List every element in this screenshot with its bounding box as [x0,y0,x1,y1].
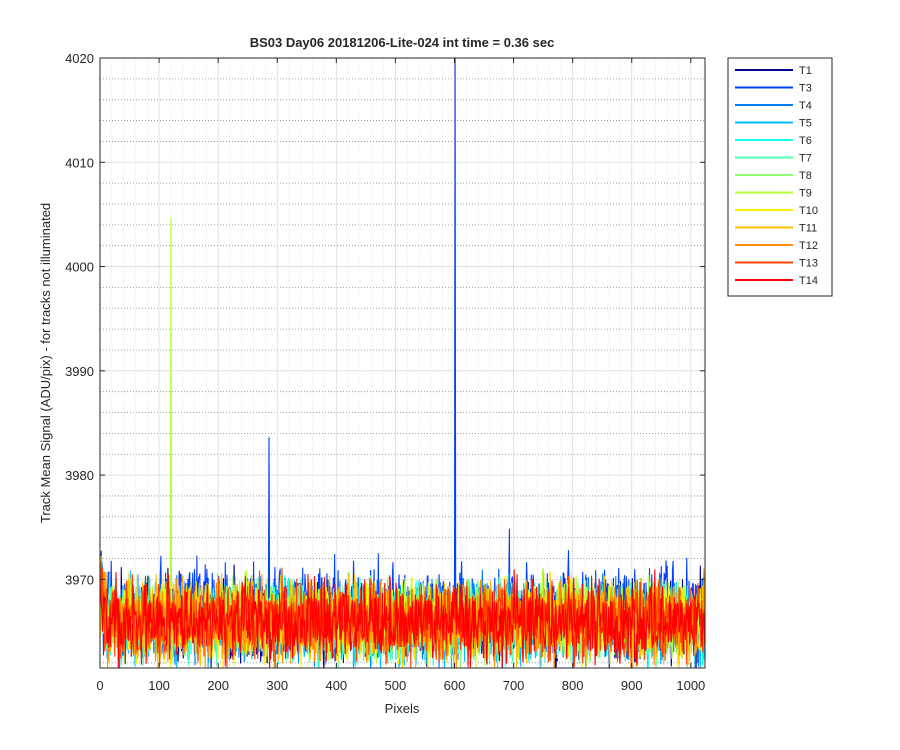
y-tick-label: 4010 [65,155,94,170]
legend-label-t5: T5 [799,118,812,130]
y-tick-label: 3990 [65,364,94,379]
x-tick-label: 700 [503,678,525,693]
legend-label-t4: T4 [799,100,812,112]
legend-box [727,57,833,297]
y-tick-label: 4020 [65,51,94,66]
legend-label-t8: T8 [799,170,812,182]
legend: T1 T3 T4 T5 T6 T7 T8 T9 T10 T11 T12 T13 T14 [727,57,833,297]
y-tick-label: 3980 [65,468,94,483]
y-axis-label: Track Mean Signal (ADU/pix) - for tracks… [38,203,53,523]
x-tick-label: 0 [96,678,103,693]
legend-label-t11: T11 [799,223,817,235]
legend-label-t7: T7 [799,153,812,165]
legend-label-t10: T10 [799,205,818,217]
legend-label-t6: T6 [799,135,812,147]
y-axis-ticks: 3970 3980 3990 4000 4010 4020 [65,51,705,587]
x-tick-label: 900 [621,678,643,693]
x-tick-label: 200 [207,678,229,693]
legend-label-t1: T1 [799,65,812,77]
x-tick-label: 300 [266,678,288,693]
series-line-t14 [100,569,705,668]
legend-label-t3: T3 [799,83,812,95]
legend-label-t13: T13 [799,258,818,270]
x-axis-ticks: 0 100 200 300 400 500 600 700 800 900 1000 [96,58,705,693]
x-tick-label: 800 [562,678,584,693]
x-tick-label: 500 [385,678,407,693]
chart-title: BS03 Day06 20181206-Lite-024 int time = … [250,35,555,50]
x-tick-label: 1000 [676,678,705,693]
legend-label-t9: T9 [799,188,812,200]
x-tick-label: 100 [148,678,170,693]
legend-label-t12: T12 [799,240,818,252]
plot-area: 0 100 200 300 400 500 600 700 800 900 1000 3970 398… [65,51,706,693]
x-tick-label: 600 [444,678,466,693]
y-tick-label: 3970 [65,572,94,587]
x-tick-label: 400 [325,678,347,693]
axes-box [99,57,706,669]
x-axis-label: Pixels [385,701,420,716]
y-tick-label: 4000 [65,260,94,275]
series-layer [100,58,705,668]
legend-label-t14: T14 [799,275,818,287]
